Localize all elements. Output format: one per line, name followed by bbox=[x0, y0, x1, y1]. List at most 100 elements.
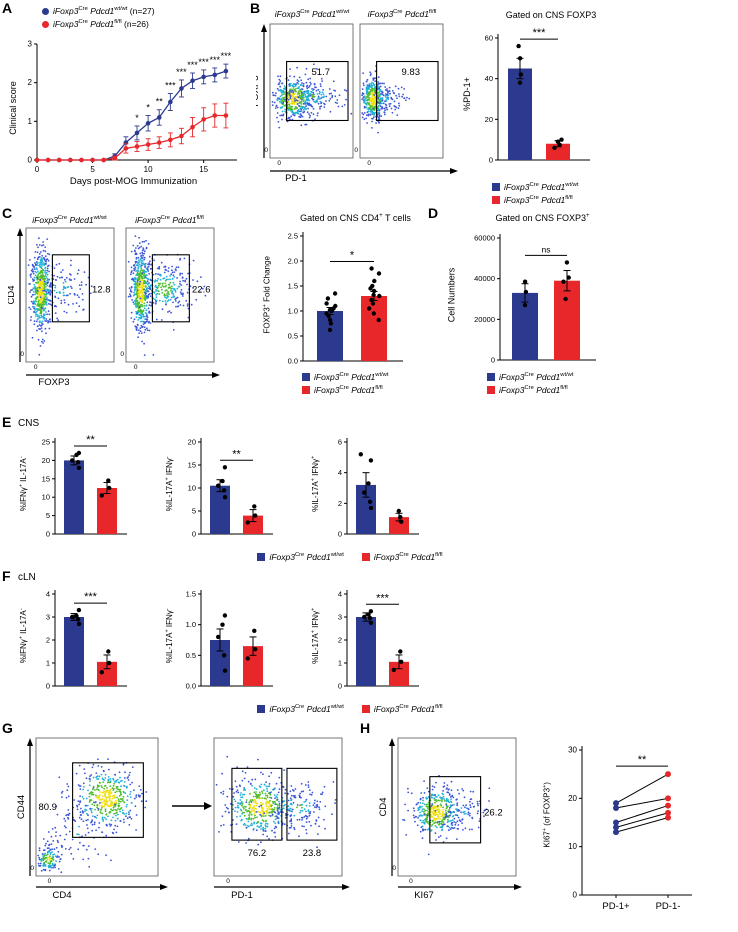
svg-text:PD-1: PD-1 bbox=[231, 890, 253, 901]
svg-text:15: 15 bbox=[188, 461, 196, 470]
svg-text:0: 0 bbox=[277, 160, 281, 167]
significance-label: *** bbox=[533, 27, 547, 39]
panel-b-legend: iFoxp3Cre Pdcd1wt/wt iFoxp3Cre Pdcd1fl/fl bbox=[492, 182, 578, 205]
tissue-label-cns: CNS bbox=[18, 418, 40, 429]
bar bbox=[97, 488, 117, 534]
gate-percentage: 22.6 bbox=[192, 284, 211, 295]
svg-text:0: 0 bbox=[48, 878, 52, 885]
bar bbox=[361, 296, 387, 361]
between-plots-arrow bbox=[204, 802, 212, 810]
svg-text:5: 5 bbox=[192, 507, 196, 516]
flow-plot-frame bbox=[397, 737, 517, 877]
gate-percentage: 80.9 bbox=[38, 802, 57, 813]
svg-text:3: 3 bbox=[28, 40, 33, 49]
panel-d-bar-title: Gated on CNS FOXP3+ bbox=[495, 212, 590, 223]
svg-text:1: 1 bbox=[46, 659, 50, 668]
svg-text:6: 6 bbox=[338, 438, 342, 447]
svg-text:0: 0 bbox=[338, 682, 342, 691]
panel-c-bar-ylabel: FOXP3+ Fold Change bbox=[261, 255, 272, 334]
svg-text:0.5: 0.5 bbox=[186, 651, 196, 660]
chart-E-1: 0 5 10 15 20 ** bbox=[188, 438, 273, 539]
panel-h-flow-plot: CD4 KI67 26.2 0 0 bbox=[372, 728, 527, 928]
svg-text:0: 0 bbox=[573, 891, 578, 900]
svg-text:1.5: 1.5 bbox=[288, 282, 298, 291]
data-points bbox=[216, 465, 258, 525]
svg-text:0: 0 bbox=[367, 160, 371, 167]
blue-square-marker bbox=[257, 705, 266, 713]
svg-text:4: 4 bbox=[338, 468, 342, 477]
chart-B-bar: 0 20 40 60 *** bbox=[485, 27, 590, 165]
panel-e-chart-1: %IFNγ+ IL-17A- 0 5 10 15 20 25 ** bbox=[16, 428, 161, 552]
svg-text:4: 4 bbox=[338, 590, 342, 599]
svg-text:2.5: 2.5 bbox=[288, 232, 298, 241]
panel-e-chart-3: %IL-17A+ IFNγ+ 0 2 4 6 bbox=[308, 428, 453, 552]
bar bbox=[210, 640, 230, 686]
panel-c-flow-plots: iFoxp3Cre Pdcd1wt/wt iFoxp3Cre Pdcd1fl/f… bbox=[8, 214, 232, 396]
panel-f-chart-3: %IL-17A+ IFNγ+ 0 1 2 3 4 *** bbox=[308, 580, 453, 704]
svg-text:0: 0 bbox=[338, 530, 342, 539]
red-square-marker bbox=[487, 386, 495, 394]
svg-text:1.0: 1.0 bbox=[288, 307, 298, 316]
gate-percentage: 76.2 bbox=[248, 848, 267, 859]
svg-text:20: 20 bbox=[485, 115, 493, 124]
category-label: PD-1+ bbox=[602, 901, 630, 912]
legend-item: iFoxp3Cre Pdcd1fl/fl bbox=[487, 385, 573, 395]
red-square-marker bbox=[302, 386, 310, 394]
gate-rect bbox=[51, 254, 90, 323]
legend-item: iFoxp3Cre Pdcd1wt/wt bbox=[302, 372, 388, 382]
panel-c-bar-chart: Gated on CNS CD4+ T cells FOXP3+ Fold Ch… bbox=[258, 212, 453, 410]
panel-b-flow-plots: iFoxp3Cre Pdcd1wt/wt iFoxp3Cre Pdcd1fl/f… bbox=[256, 8, 462, 194]
pC-flow-svg: CD4 FOXP3 12.8 0 0 22.6 0 0 bbox=[8, 227, 220, 388]
significance-label: *** bbox=[187, 60, 198, 70]
panel-a-y-axis-label: Clinical score bbox=[7, 81, 18, 135]
panel-label-h: H bbox=[360, 720, 371, 736]
red-circle-marker bbox=[42, 20, 49, 28]
red-square-marker bbox=[492, 196, 500, 204]
series-line bbox=[37, 70, 227, 161]
panel-a-x-axis-label: Days post-MOG Immunization bbox=[69, 176, 198, 187]
panel-f-legend: iFoxp3Cre Pdcd1wt/wt iFoxp3Cre Pdcd1fl/fl bbox=[120, 704, 580, 714]
svg-text:15: 15 bbox=[199, 165, 208, 174]
svg-text:40: 40 bbox=[485, 74, 493, 83]
svg-text:2.0: 2.0 bbox=[288, 257, 298, 266]
svg-text:20: 20 bbox=[42, 456, 50, 465]
panel-f-chart-1-ylabel: %IFNγ+ IL-17A- bbox=[18, 608, 29, 664]
chart-H-paired: 0 10 20 30 PD-1+ PD-1- ** bbox=[568, 746, 692, 912]
flow-title-wt: iFoxp3Cre Pdcd1wt/wt bbox=[274, 9, 350, 19]
flow-points bbox=[37, 758, 148, 874]
legend-item: iFoxp3Cre Pdcd1wt/wt bbox=[487, 372, 573, 382]
data-points bbox=[70, 450, 112, 498]
panel-h-paired-chart: KI67+ (of FOXP3+) 0 10 20 30 PD-1+ PD-1- ** bbox=[540, 730, 735, 930]
panel-f-chart-1: %IFNγ+ IL-17A- 0 1 2 3 4 *** bbox=[16, 580, 161, 704]
svg-text:5: 5 bbox=[90, 165, 95, 174]
svg-text:KI67: KI67 bbox=[414, 890, 434, 901]
flow-plot-frame bbox=[125, 227, 215, 363]
flow-title-fl: iFoxp3Cre Pdcd1fl/fl bbox=[135, 215, 204, 225]
legend-item: iFoxp3Cre Pdcd1wt/wt bbox=[257, 704, 344, 714]
significance-label: *** bbox=[376, 592, 390, 604]
svg-text:20: 20 bbox=[568, 794, 577, 803]
svg-text:3: 3 bbox=[46, 613, 50, 622]
legend-label: iFoxp3Cre Pdcd1fl/fl bbox=[499, 385, 568, 395]
chart-F-2: 0 1 2 3 4 *** bbox=[338, 590, 419, 691]
svg-text:60000: 60000 bbox=[474, 234, 495, 243]
svg-text:1: 1 bbox=[28, 117, 33, 126]
svg-text:0: 0 bbox=[264, 147, 268, 154]
svg-text:3: 3 bbox=[338, 613, 342, 622]
chart-D-bar: 0 20000 40000 60000 ns bbox=[474, 234, 596, 365]
chart-E-0: 0 5 10 15 20 25 ** bbox=[42, 434, 127, 539]
blue-square-marker bbox=[302, 373, 310, 381]
bar bbox=[356, 617, 376, 686]
pB-flow-svg: FOXP3 PD-1 51.7 0 0 9.83 0 0 bbox=[256, 23, 458, 184]
svg-text:25: 25 bbox=[42, 438, 50, 447]
significance-label: *** bbox=[198, 57, 209, 67]
svg-text:0: 0 bbox=[489, 156, 493, 165]
svg-text:20: 20 bbox=[188, 438, 196, 447]
svg-text:15: 15 bbox=[42, 474, 50, 483]
gate-rect bbox=[72, 762, 144, 838]
svg-text:60: 60 bbox=[485, 34, 493, 43]
svg-text:2: 2 bbox=[28, 78, 33, 87]
gate-percentage: 9.83 bbox=[402, 67, 421, 78]
significance-label: *** bbox=[165, 80, 176, 90]
